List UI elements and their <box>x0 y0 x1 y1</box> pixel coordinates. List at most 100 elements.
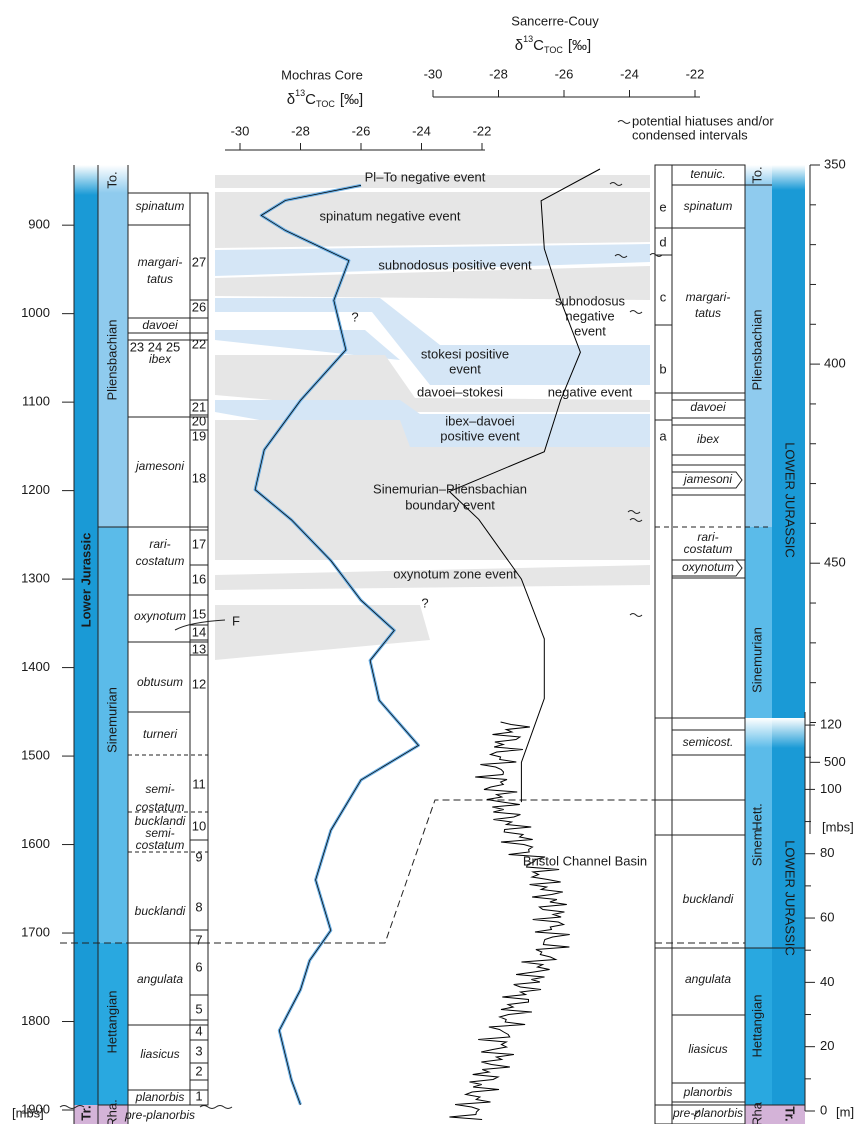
event-label: subnodosus positive event <box>378 257 532 272</box>
sancerre-curve <box>448 168 601 803</box>
zone-label: liasicus <box>140 1047 179 1061</box>
letter-label: e <box>659 199 666 214</box>
zone-label: spinatum <box>684 199 733 213</box>
zone-label: davoei <box>690 400 726 414</box>
y-tick-label: 1400 <box>21 659 50 674</box>
y-axis-unit: [mbs] <box>822 819 854 834</box>
event-label: ? <box>351 309 358 324</box>
y-tick-label: 1700 <box>21 924 50 939</box>
event-label: Sinemurian–Pliensbachian <box>373 481 527 496</box>
event-label: davoei–stokesi <box>417 384 503 399</box>
stage-label: Pliensbachian <box>104 320 119 401</box>
subzone-label: 1 <box>195 1088 202 1103</box>
x-tick-label: -26 <box>352 123 371 138</box>
y-tick-label: 1200 <box>21 482 50 497</box>
stage-label: Hettangian <box>104 991 119 1054</box>
subzone-label: 8 <box>195 899 202 914</box>
y-tick-label: 1600 <box>21 836 50 851</box>
event-label: Pl–To negative event <box>365 169 486 184</box>
zone-label: semicost. <box>683 735 734 749</box>
zone-label: costatum <box>136 800 185 814</box>
delta: δ <box>515 37 523 54</box>
subzone-label: 6 <box>195 959 202 974</box>
x-tick-label: -22 <box>686 66 705 81</box>
zone-label: rari- <box>149 537 170 551</box>
stage-label: Sinem. <box>749 826 764 866</box>
x-tick-label: -30 <box>424 66 443 81</box>
x-tick-label: -30 <box>231 123 250 138</box>
y-tick-label: 100 <box>820 781 842 796</box>
zone-label: tenuic. <box>690 167 725 181</box>
y-tick-label: 20 <box>820 1038 834 1053</box>
subzone-label: 23 24 25 <box>130 339 181 354</box>
zone-label: ibex <box>149 352 172 366</box>
zone-label: rari- <box>697 530 718 544</box>
y-tick-label: 1800 <box>21 1013 50 1028</box>
stage-label: LOWER JURASSIC <box>783 442 798 558</box>
stage-label: Hettangian <box>749 995 764 1058</box>
subzone-label: 3 <box>195 1043 202 1058</box>
stage-label: Rha. <box>104 1099 119 1124</box>
letter-label: c <box>660 289 667 304</box>
x-tick-label: -28 <box>489 66 508 81</box>
isotope: 13 <box>523 34 533 44</box>
y-tick-label: 500 <box>824 754 846 769</box>
event-label: ibex–davoei <box>445 413 514 428</box>
x-tick-label: -24 <box>620 66 639 81</box>
subzone-label: F <box>232 613 240 628</box>
chart-title: Bristol Channel Basin <box>523 853 647 868</box>
zone-label: spinatum <box>136 199 185 213</box>
zone-label: liasicus <box>688 1042 727 1056</box>
y-tick-label: 40 <box>820 974 834 989</box>
zone-label: bucklandi <box>135 904 186 918</box>
unit: [‰] <box>340 91 363 108</box>
element: C <box>533 37 544 54</box>
bristol-curve <box>449 721 570 1120</box>
y-tick-label: 1500 <box>21 748 50 763</box>
zone-label: jamesoni <box>134 459 184 473</box>
subzone-label: 4 <box>195 1023 202 1038</box>
zone-label: semi- <box>145 782 174 796</box>
zone-label: planorbis <box>683 1085 733 1099</box>
stage-label: Sinemurian <box>749 627 764 693</box>
mochras-curve-raw <box>254 185 420 1105</box>
subscript: TOC <box>316 99 335 109</box>
zone-label: semi- <box>145 826 174 840</box>
y-tick-label: 1300 <box>21 571 50 586</box>
zone-label: davoei <box>142 318 178 332</box>
y-tick-label: 0 <box>820 1102 827 1117</box>
event-label: event <box>574 323 606 338</box>
x-axis-label: δ13CTOC [‰] <box>287 88 363 109</box>
stage-label: Tr. <box>783 1106 798 1121</box>
subzone-label: 7 <box>195 932 202 947</box>
chart-title: Sancerre-Couy <box>511 13 599 28</box>
subzone-label: 2 <box>195 1063 202 1078</box>
zone-label: pre-planorbis <box>124 1108 195 1122</box>
x-tick-label: -22 <box>473 123 492 138</box>
y-tick-label: 450 <box>824 555 846 570</box>
subzone-label: 22 <box>192 336 206 351</box>
y-tick-label: 80 <box>820 845 834 860</box>
x-axis-label: δ13CTOC [‰] <box>515 34 591 55</box>
zone-label: oxynotum <box>682 560 734 574</box>
stage-label: LOWER JURASSIC <box>783 840 798 956</box>
subzone-label: 16 <box>192 571 206 586</box>
y-tick-label: 120 <box>820 717 842 732</box>
stage-label: Rha <box>749 1101 764 1124</box>
subzone-label: 27 <box>192 254 206 269</box>
chart-title: Mochras Core <box>281 67 363 82</box>
subzone-label: 10 <box>192 818 206 833</box>
letter-label: b <box>659 361 666 376</box>
y-tick-label: 60 <box>820 909 834 924</box>
isotope: 13 <box>295 88 305 98</box>
letter-label: d <box>659 234 666 249</box>
y-tick-label: 1000 <box>21 305 50 320</box>
zone-label: angulata <box>137 972 183 986</box>
stage-label: Lower Jurassic <box>78 533 93 628</box>
hiatus-symbols <box>609 120 663 617</box>
zone-label: bucklandi <box>683 892 734 906</box>
x-tick-label: -24 <box>412 123 431 138</box>
bristol-columns <box>654 717 805 1124</box>
y-tick-label: 1900 <box>21 1101 50 1116</box>
zone-label: ibex <box>697 432 720 446</box>
